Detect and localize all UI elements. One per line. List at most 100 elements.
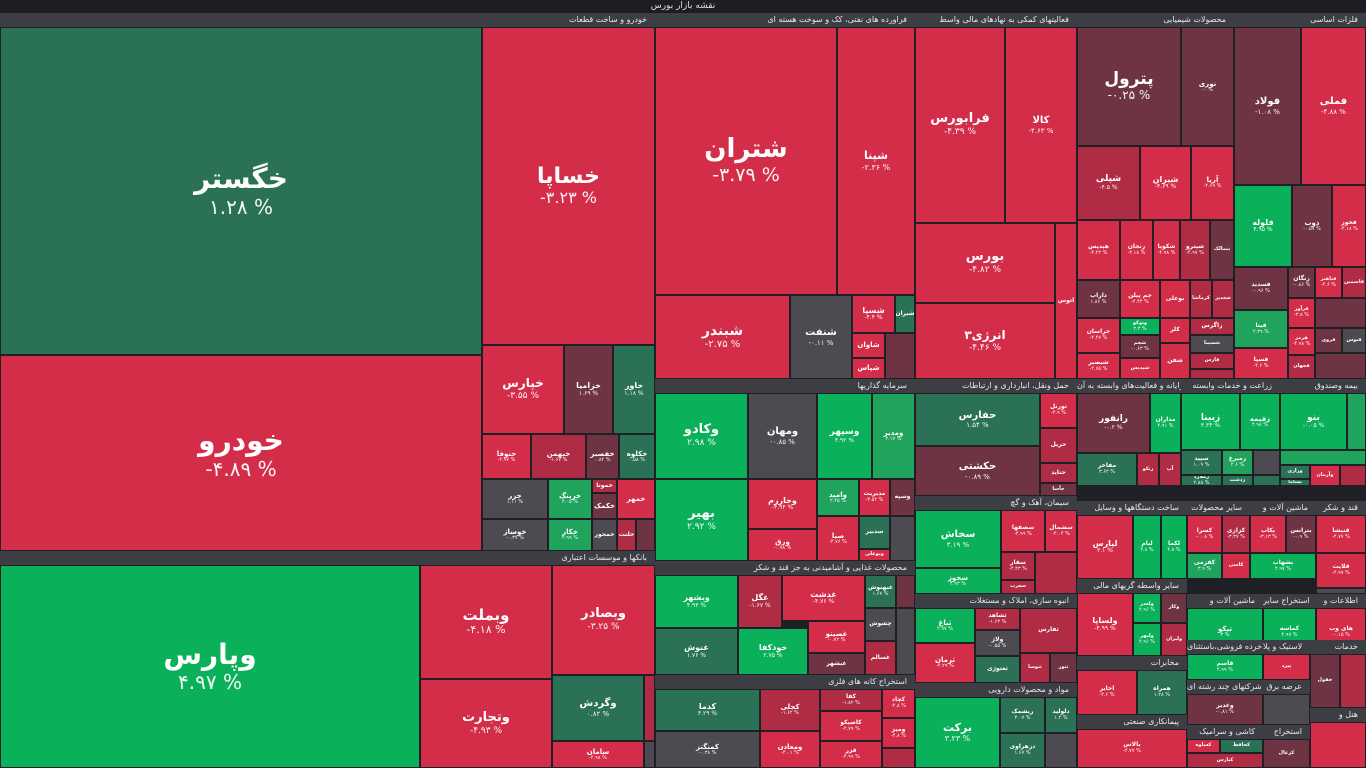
stock-tile-small[interactable] bbox=[1253, 450, 1280, 475]
stock-tile[interactable]: کزغال bbox=[1263, 739, 1310, 768]
sector-header[interactable]: سرمایه گذاریها bbox=[655, 379, 915, 393]
stock-tile[interactable]: ذوب -۰.۵۷ % bbox=[1292, 185, 1332, 267]
sector-header[interactable]: ماشین آلات و bbox=[1250, 501, 1316, 515]
stock-tile[interactable]: غدشت -۴.۷۶ % bbox=[782, 575, 865, 621]
stock-tile[interactable]: فیتا ۲.۳۹ % bbox=[1234, 310, 1288, 348]
stock-tile[interactable]: کلر bbox=[1160, 318, 1190, 343]
stock-tile[interactable]: وآرمان bbox=[1310, 465, 1340, 486]
stock-tile-small[interactable] bbox=[1253, 475, 1280, 486]
stock-tile-small[interactable] bbox=[885, 333, 915, 379]
stock-tile[interactable]: خمهر bbox=[617, 479, 655, 519]
stock-tile[interactable]: آریا -۴.۶۹ % bbox=[1191, 146, 1234, 220]
stock-tile[interactable]: ورق -۰.۹۸ % bbox=[748, 529, 817, 561]
stock-tile[interactable]: وخارزم -۴.۹۴ % bbox=[748, 479, 817, 529]
sector-header[interactable]: فراورده های نفتی، کک و سوخت هسته ای bbox=[655, 13, 915, 27]
stock-tile-small[interactable] bbox=[1310, 722, 1366, 768]
stock-tile[interactable]: فلوله ۴.۹۵ % bbox=[1234, 185, 1292, 267]
stock-tile[interactable]: حتاید bbox=[1040, 463, 1077, 483]
stock-tile[interactable]: ومعادن -۴.۰۱ % bbox=[760, 731, 820, 768]
stock-tile[interactable]: هرمز -۴.۹۸ % bbox=[1288, 328, 1315, 355]
stock-tile-small[interactable] bbox=[644, 741, 655, 768]
stock-tile[interactable]: کچاد -۴.۸ % bbox=[882, 689, 915, 718]
stock-tile[interactable]: زنگان -۰.۸۶ % bbox=[1288, 267, 1315, 298]
stock-tile[interactable]: خکلوه ۰.۵۸ % bbox=[619, 434, 655, 479]
stock-tile[interactable]: ولیزان bbox=[1161, 623, 1187, 656]
sector-header[interactable]: بیمه وصندوق bbox=[1280, 379, 1366, 393]
sector-header[interactable]: خدمات bbox=[1310, 640, 1366, 654]
sector-header[interactable]: لاستیک و پلا bbox=[1263, 640, 1310, 654]
stock-tile[interactable]: کحافظ bbox=[1220, 739, 1263, 753]
sector-header[interactable]: سایر واسطه گریهای مالی bbox=[1077, 579, 1187, 593]
stock-tile[interactable]: کزازی -۳.۳۷ % bbox=[1222, 515, 1250, 553]
stock-tile[interactable]: آپ bbox=[1159, 453, 1181, 486]
stock-tile[interactable]: سخاش ۳.۱۹ % bbox=[915, 510, 1001, 568]
stock-tile[interactable]: فرآور -۳.۸ % bbox=[1288, 298, 1315, 328]
stock-tile[interactable]: مداران ۴.۹۱ % bbox=[1150, 393, 1181, 453]
stock-tile-small[interactable] bbox=[882, 748, 915, 768]
sector-header[interactable]: مواد و محصولات دارویی bbox=[915, 683, 1077, 697]
stock-tile[interactable]: بوعلی bbox=[1160, 280, 1190, 318]
stock-tile[interactable]: شیران -۴.۶۹ % bbox=[1140, 146, 1191, 220]
stock-tile[interactable]: رتکو bbox=[1137, 453, 1159, 486]
stock-tile[interactable]: وسپهر ۴.۹۲ % bbox=[817, 393, 872, 479]
stock-tile[interactable]: زمیرغ ۲.۶ % bbox=[1222, 450, 1253, 475]
stock-tile[interactable]: ثفارس bbox=[1020, 608, 1077, 653]
sector-header[interactable]: شرکتهای چند رشته ای bbox=[1187, 680, 1263, 694]
stock-tile[interactable]: اتوس bbox=[1055, 223, 1077, 379]
stock-tile[interactable]: زبینا ۳.۳۴ % bbox=[1181, 393, 1240, 450]
stock-tile[interactable]: چشوش bbox=[865, 608, 896, 641]
stock-tile[interactable]: خفول bbox=[1310, 654, 1340, 708]
stock-tile[interactable]: بترانس -۰.۹ % bbox=[1286, 515, 1316, 553]
stock-tile[interactable]: بشهاب ۴.۹۷ % bbox=[1250, 553, 1316, 579]
stock-tile[interactable]: خودرو -۴.۸۹ % bbox=[0, 355, 482, 551]
sector-header[interactable]: فلزات اساسی bbox=[1234, 13, 1366, 27]
sector-header[interactable]: زراعت و خدمات وابسته bbox=[1181, 379, 1280, 393]
stock-tile[interactable]: پتمالک bbox=[1210, 220, 1234, 280]
stock-tile[interactable]: سامان -۴.۹۸ % bbox=[552, 741, 644, 768]
sector-header[interactable]: فعالیتهای کمکی به نهادهای مالی واسط bbox=[915, 13, 1077, 27]
stock-tile-small[interactable] bbox=[890, 516, 915, 561]
stock-tile[interactable]: ثتوسا bbox=[1020, 653, 1050, 683]
stock-tile-small[interactable] bbox=[1280, 450, 1366, 465]
stock-tile[interactable]: فباهنر -۴.۶ % bbox=[1315, 267, 1342, 298]
stock-tile[interactable]: وبصادر -۳.۲۵ % bbox=[552, 565, 655, 675]
stock-tile[interactable]: ولاژ -۰.۵۵ % bbox=[975, 630, 1020, 656]
stock-tile[interactable]: لبام ۴.۸ % bbox=[1133, 515, 1161, 579]
stock-tile[interactable]: فرابورس -۴.۳۹ % bbox=[915, 27, 1005, 223]
stock-tile[interactable]: پیزد bbox=[1263, 654, 1310, 680]
stock-tile[interactable]: قنیشا -۴.۷۷ % bbox=[1316, 515, 1366, 553]
stock-tile[interactable]: بهیر ۲.۹۲ % bbox=[655, 479, 748, 561]
stock-tile[interactable]: هیدیس -۴.۲۲ % bbox=[1077, 220, 1120, 280]
stock-tile[interactable]: قلایت -۴.۹۷ % bbox=[1316, 553, 1366, 588]
stock-tile[interactable]: ثباغ ۴.۹۷ % bbox=[915, 608, 975, 643]
stock-tile[interactable]: زملارد ۲.۸۸ % bbox=[1181, 475, 1222, 486]
stock-tile[interactable]: کساوه bbox=[1187, 739, 1220, 753]
stock-tile[interactable]: خلنت bbox=[617, 519, 636, 551]
stock-tile[interactable]: خوساز -۰.۳۷ % bbox=[482, 519, 548, 551]
stock-tile[interactable]: شپلی -۴.۵ % bbox=[1077, 146, 1140, 220]
stock-tile[interactable]: وکادو ۲.۹۸ % bbox=[655, 393, 748, 479]
stock-tile-small[interactable] bbox=[1315, 353, 1366, 379]
stock-tile[interactable]: خزامیا ۱.۶۹ % bbox=[564, 345, 613, 434]
stock-tile[interactable]: ولبهر ۴.۹۶ % bbox=[1133, 623, 1161, 656]
stock-tile[interactable]: رانفور -۰.۲ % bbox=[1077, 393, 1150, 453]
sector-header[interactable]: محصولات شیمیایی bbox=[1077, 13, 1234, 27]
stock-tile-small[interactable] bbox=[896, 575, 915, 608]
stock-tile[interactable]: بنو -۰.۰۵ % bbox=[1280, 393, 1347, 450]
stock-tile[interactable]: کپارس bbox=[1187, 753, 1263, 768]
stock-tile[interactable]: خموتا bbox=[592, 479, 617, 493]
stock-tile-small[interactable] bbox=[1347, 393, 1366, 450]
stock-tile-small[interactable] bbox=[1340, 465, 1366, 486]
sector-header[interactable]: ماشین آلات و bbox=[1187, 594, 1263, 608]
stock-tile[interactable]: خاور ۱.۱۸ % bbox=[613, 345, 655, 434]
stock-tile[interactable]: ولساپا -۴.۹۹ % bbox=[1077, 593, 1133, 656]
stock-tile-small[interactable] bbox=[636, 519, 655, 551]
stock-tile[interactable]: وبشهر ۴.۹۳ % bbox=[655, 575, 738, 628]
stock-tile[interactable]: سغرب bbox=[1001, 580, 1035, 594]
stock-tile[interactable]: غبهنوش ۱.۶۷ % bbox=[865, 575, 896, 608]
stock-tile[interactable]: خپارس -۳.۵۵ % bbox=[482, 345, 564, 434]
stock-tile[interactable]: غسالم bbox=[865, 641, 896, 675]
sector-header[interactable]: کاشی و سرامیک bbox=[1187, 725, 1263, 739]
stock-tile[interactable]: ورازی bbox=[1280, 465, 1310, 479]
stock-tile[interactable]: ریشمک ۳.۰۷ % bbox=[1000, 697, 1045, 733]
